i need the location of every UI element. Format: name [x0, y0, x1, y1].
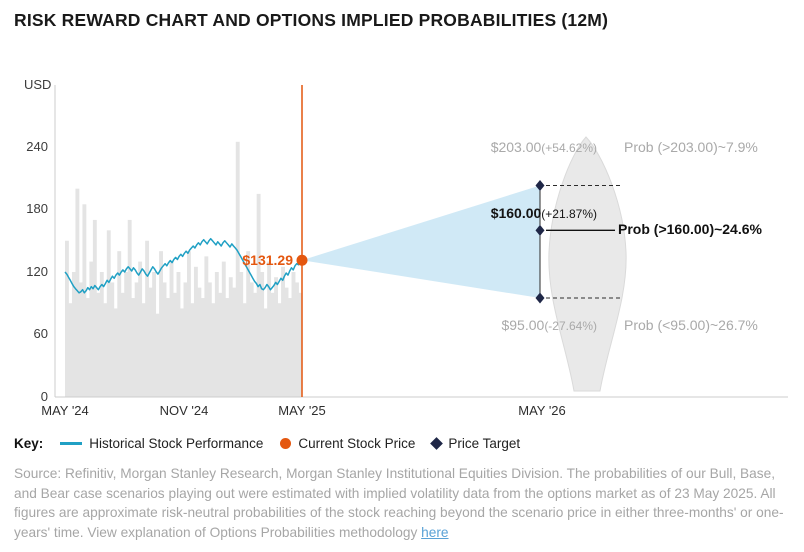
legend-item-price-target: Price Target — [430, 436, 521, 451]
price-target-label-bull: $203.00(+54.62%) — [420, 139, 597, 156]
x-tick-may25: MAY '25 — [278, 403, 326, 418]
methodology-link[interactable]: here — [421, 524, 449, 540]
historical-line-icon — [60, 442, 83, 445]
price-target-bull-change: (+54.62%) — [541, 141, 597, 155]
legend-price-target-label: Price Target — [448, 436, 521, 451]
x-tick-nov24: NOV '24 — [159, 403, 209, 418]
price-target-diamond-icon — [430, 437, 444, 450]
x-tick-may26: MAY '26 — [518, 403, 566, 418]
price-target-base-change: (+21.87%) — [541, 207, 597, 221]
legend-current-price-label: Current Stock Price — [298, 436, 416, 451]
y-tick-120: 120 — [26, 264, 48, 279]
current-price-dot-icon — [280, 438, 292, 449]
source-text: Source: Refinitiv, Morgan Stanley Resear… — [14, 466, 784, 540]
y-tick-0: 0 — [40, 389, 48, 404]
chart-legend: Key: Historical Stock Performance Curren… — [14, 436, 520, 451]
chart-canvas — [54, 85, 788, 398]
legend-key-label: Key: — [14, 436, 44, 451]
legend-historical-label: Historical Stock Performance — [89, 436, 264, 451]
probability-label-bull: Prob (>203.00)~7.9% — [624, 139, 758, 155]
x-tick-may24: MAY '24 — [41, 403, 89, 418]
price-target-label-base: $160.00(+21.87%) — [420, 205, 597, 222]
legend-item-current-price: Current Stock Price — [280, 436, 415, 451]
y-tick-180: 180 — [26, 201, 48, 216]
y-tick-60: 60 — [33, 326, 48, 341]
probability-label-base: Prob (>160.00)~24.6% — [618, 221, 762, 237]
price-target-base-price: $160.00 — [490, 205, 542, 221]
price-target-bear-change: (-27.64%) — [544, 319, 597, 333]
current-price-label: $131.29 — [242, 252, 293, 268]
price-target-bull-price: $203.00 — [490, 139, 542, 155]
legend-item-historical: Historical Stock Performance — [60, 436, 263, 451]
source-note: Source: Refinitiv, Morgan Stanley Resear… — [14, 464, 794, 542]
page-title: RISK REWARD CHART AND OPTIONS IMPLIED PR… — [14, 10, 609, 30]
price-target-label-bear: $95.00(-27.64%) — [420, 317, 597, 334]
probability-label-bear: Prob (<95.00)~26.7% — [624, 317, 758, 333]
y-axis-unit-label: USD — [24, 77, 52, 92]
price-target-bear-price: $95.00 — [501, 317, 545, 333]
y-tick-240: 240 — [26, 139, 48, 154]
